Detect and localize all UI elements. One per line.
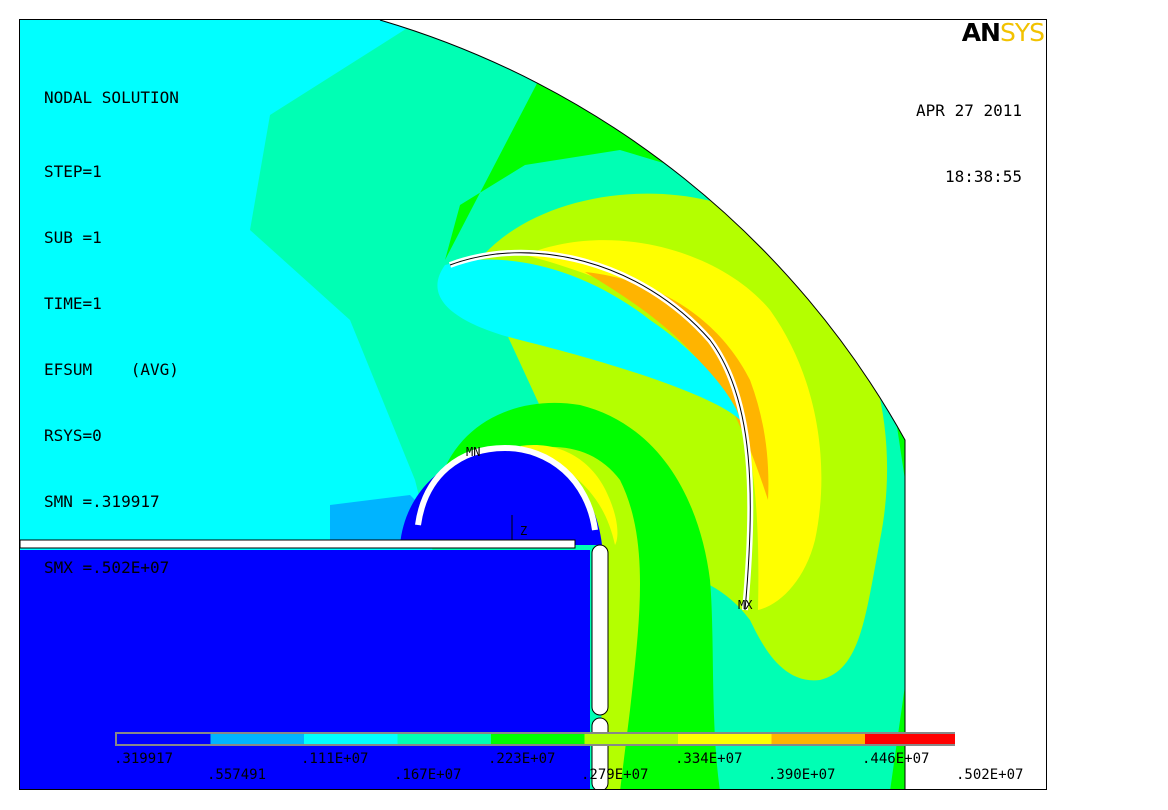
- info-line: NODAL SOLUTION: [44, 88, 179, 107]
- logo-part-an: AN: [961, 19, 1001, 47]
- model-outer-boundary: [379, 20, 906, 789]
- legend-label: .557491: [207, 767, 267, 783]
- legend-label: .167E+07: [394, 767, 462, 783]
- legend-swatch: [397, 734, 491, 746]
- legend-swatch: [771, 734, 865, 746]
- axis-marker: Z: [520, 524, 528, 538]
- legend-swatch: [210, 734, 304, 746]
- gap-arc-edge: [449, 252, 751, 611]
- time-text: 18:38:55: [944, 167, 1022, 186]
- legend-label: .390E+07: [768, 767, 836, 783]
- region-green-inner: [440, 402, 720, 789]
- legend-label: .446E+07: [862, 751, 930, 767]
- legend-label: .334E+07: [675, 751, 743, 767]
- solution-info: NODAL SOLUTION STEP=1 SUB =1 TIME=1 EFSU…: [44, 43, 179, 623]
- legend-swatch: [304, 734, 398, 746]
- gap-vertical: [591, 544, 609, 716]
- legend-label: .279E+07: [581, 767, 649, 783]
- info-line: SUB =1: [44, 228, 102, 247]
- gap-dome: [415, 444, 598, 531]
- legend-border: [115, 732, 955, 746]
- gap-horizontal: [20, 539, 576, 549]
- logo-part-sys: SYS: [999, 19, 1045, 47]
- region-blue-dome: [400, 450, 602, 545]
- color-legend: [115, 732, 955, 746]
- timestamp: APR 27 2011 18:38:55: [916, 56, 1022, 232]
- legend-swatch: [865, 734, 955, 746]
- legend-swatch: [584, 734, 678, 746]
- min-marker: MN: [466, 445, 481, 459]
- region-yellow-inner: [520, 444, 618, 545]
- info-line: EFSUM (AVG): [44, 360, 179, 379]
- legend-label: .223E+07: [488, 751, 556, 767]
- max-marker: MX: [738, 598, 753, 612]
- region-blue-base: [20, 550, 590, 789]
- contour-plot[interactable]: [20, 20, 1047, 790]
- date-text: APR 27 2011: [916, 101, 1022, 120]
- legend-swatch: [491, 734, 585, 746]
- info-line: RSYS=0: [44, 426, 102, 445]
- region-yellow: [525, 240, 822, 610]
- region-cyan-inner: [437, 259, 740, 420]
- graphics-window[interactable]: NODAL SOLUTION STEP=1 SUB =1 TIME=1 EFSU…: [19, 19, 1047, 790]
- info-line: SMN =.319917: [44, 492, 160, 511]
- legend-swatch: [117, 734, 211, 746]
- legend-label: .111E+07: [301, 751, 369, 767]
- info-line: SMX =.502E+07: [44, 558, 170, 577]
- info-line: TIME=1: [44, 294, 102, 313]
- legend-swatch: [678, 734, 772, 746]
- ansys-logo: ANSYS: [961, 19, 1045, 47]
- info-line: STEP=1: [44, 162, 102, 181]
- legend-label: .502E+07: [956, 767, 1024, 783]
- legend-label: .319917: [114, 751, 174, 767]
